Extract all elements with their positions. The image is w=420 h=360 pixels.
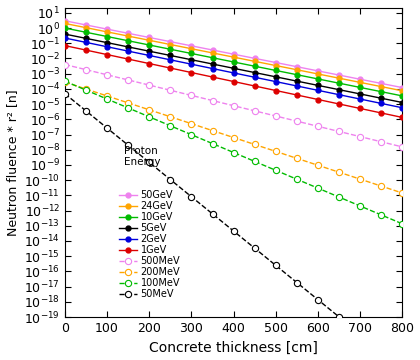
X-axis label: Concrete thickness [cm]: Concrete thickness [cm] [149, 341, 318, 355]
Legend: 50GeV, 24GeV, 10GeV, 5GeV, 2GeV, 1GeV, 500MeV, 200MeV, 100MeV, 50MeV: 50GeV, 24GeV, 10GeV, 5GeV, 2GeV, 1GeV, 5… [116, 186, 184, 303]
Y-axis label: Neutron fluence * r² [n]: Neutron fluence * r² [n] [5, 89, 18, 236]
Text: Proton
Energy: Proton Energy [124, 146, 160, 167]
